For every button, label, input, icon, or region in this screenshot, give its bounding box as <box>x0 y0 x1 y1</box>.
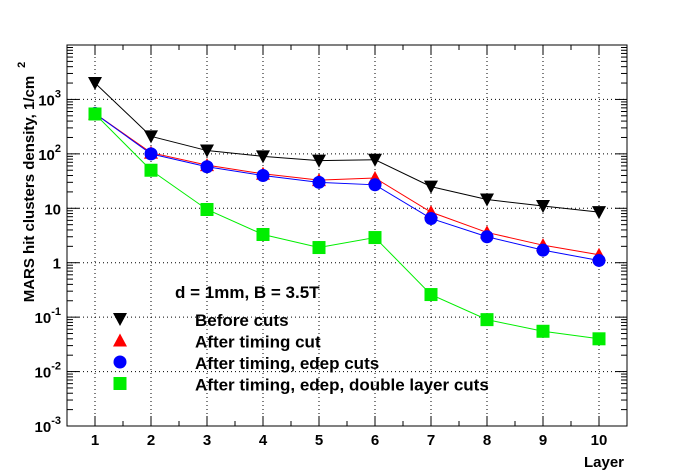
x-tick-label: 5 <box>315 432 323 449</box>
series-line-1 <box>94 113 600 256</box>
x-tick-label: 7 <box>427 432 435 449</box>
series-line-2 <box>94 113 600 261</box>
legend: Before cuts After timing cut After timing,… <box>113 311 489 395</box>
data-point-series-0 <box>424 180 438 194</box>
series-markers <box>88 77 606 346</box>
data-point-series-0 <box>144 130 158 144</box>
legend-label-0: Before cuts <box>195 311 289 330</box>
chart-annotation: d = 1mm, B = 3.5T <box>175 283 320 302</box>
y-tick-label: 102 <box>38 143 61 164</box>
data-point-series-0 <box>480 193 494 207</box>
legend-label-3: After timing, edep, double layer cuts <box>195 376 489 395</box>
data-point-series-2 <box>592 253 606 267</box>
grid <box>67 45 627 426</box>
x-tick-label: 6 <box>371 432 379 449</box>
legend-marker-0 <box>113 313 127 326</box>
x-axis-title: Layer <box>584 454 624 471</box>
x-tick-label: 9 <box>539 432 547 449</box>
data-point-series-2 <box>256 169 270 183</box>
y-axis-title-superscript: 2 <box>16 62 28 68</box>
data-point-series-0 <box>536 200 550 214</box>
data-point-series-3 <box>88 107 102 121</box>
y-tick-label: 10-1 <box>35 306 61 327</box>
x-tick-label: 2 <box>147 432 155 449</box>
data-point-series-2 <box>536 243 550 257</box>
legend-marker-3 <box>113 377 127 390</box>
y-tick-label: 10-2 <box>35 361 61 382</box>
data-point-series-0 <box>312 154 326 168</box>
data-point-series-2 <box>200 160 214 174</box>
series-lines <box>94 82 600 340</box>
axes: 1 2 3 4 5 6 7 8 9 10 10-3 10-2 10-1 1 10 102 103 <box>35 45 628 449</box>
data-point-series-0 <box>256 150 270 164</box>
data-point-series-2 <box>144 147 158 161</box>
data-point-series-0 <box>592 206 606 220</box>
series-line-3 <box>94 113 600 340</box>
data-point-series-3 <box>480 313 494 327</box>
series-line-0 <box>94 82 600 213</box>
data-point-series-0 <box>200 144 214 158</box>
data-point-series-0 <box>368 153 382 167</box>
data-point-series-2 <box>480 230 494 244</box>
legend-label-2: After timing, edep cuts <box>195 354 379 373</box>
y-tick-label: 10 <box>44 201 61 218</box>
svg-text:MARS hit clusters density, 1/c: MARS hit clusters density, 1/cm 2 <box>16 62 38 303</box>
legend-marker-2 <box>113 355 127 369</box>
x-tick-label: 3 <box>203 432 211 449</box>
x-tick-label: 1 <box>91 432 99 449</box>
y-tick-label: 1 <box>53 256 61 273</box>
data-point-series-3 <box>368 231 382 245</box>
data-point-series-3 <box>592 332 606 346</box>
data-point-series-3 <box>424 288 438 302</box>
x-tick-label: 4 <box>259 432 268 449</box>
data-point-series-0 <box>88 77 102 91</box>
y-tick-label: 10-3 <box>35 415 61 436</box>
x-tick-label: 8 <box>483 432 491 449</box>
y-axis-title-text: MARS hit clusters density, 1/cm <box>21 76 38 302</box>
data-point-series-2 <box>312 175 326 189</box>
data-point-series-3 <box>312 241 326 255</box>
data-point-series-2 <box>424 211 438 225</box>
data-point-series-3 <box>144 163 158 177</box>
legend-marker-1 <box>113 333 127 347</box>
data-point-series-3 <box>256 227 270 241</box>
y-tick-label: 103 <box>38 88 61 109</box>
data-point-series-2 <box>368 178 382 192</box>
data-point-series-3 <box>536 324 550 338</box>
legend-label-1: After timing cut <box>195 333 321 352</box>
data-point-series-3 <box>200 202 214 216</box>
x-tick-label: 10 <box>591 432 608 449</box>
y-axis-title: MARS hit clusters density, 1/cm 2 <box>16 62 38 303</box>
